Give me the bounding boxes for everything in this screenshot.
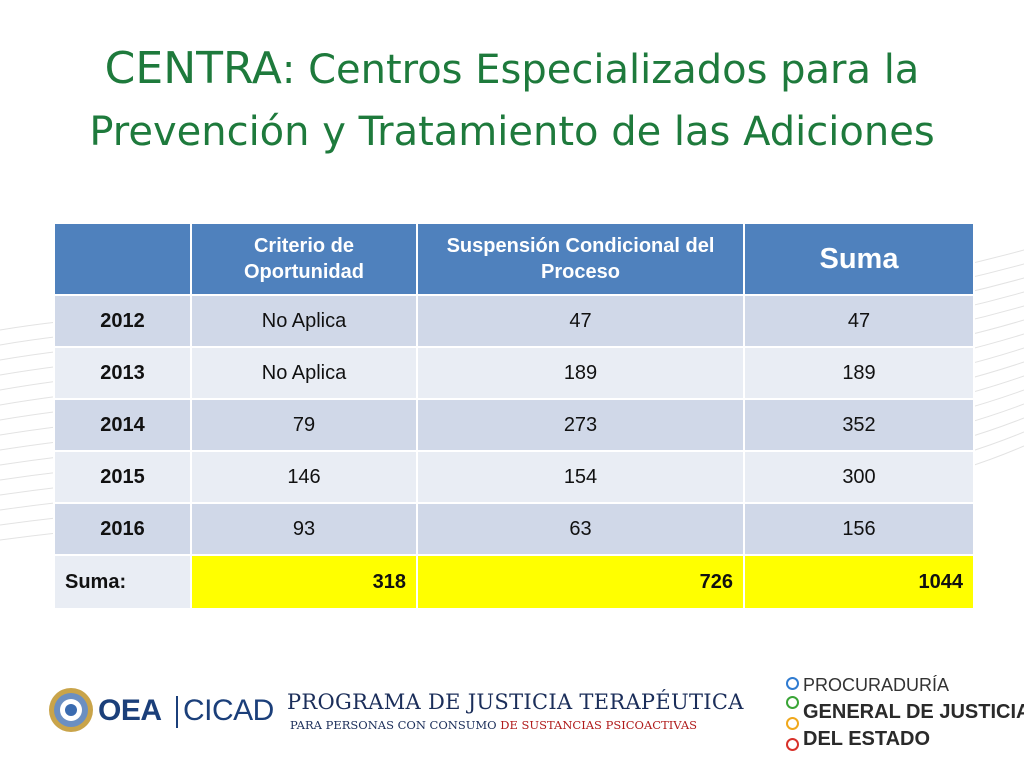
logo-dot-green-icon	[786, 696, 799, 709]
suma-cell: 300	[743, 450, 975, 504]
suma-cell: 156	[743, 502, 975, 556]
program-title: PROGRAMA DE JUSTICIA TERAPÉUTICA	[287, 690, 744, 714]
oea-logo-text: OEA	[98, 694, 162, 727]
suspension-cell: 47	[416, 294, 745, 348]
header-empty	[53, 222, 192, 296]
header-suma: Suma	[743, 222, 975, 296]
criterio-cell: No Aplica	[190, 346, 418, 400]
program-subtitle-part2: DE SUSTANCIAS PSICOACTIVAS	[500, 718, 697, 732]
table-header-row: Criterio de Oportunidad Suspensión Condi…	[53, 222, 975, 296]
header-criterio: Criterio de Oportunidad	[190, 222, 418, 296]
footer: OEA CICAD PROGRAMA DE JUSTICIA TERAPÉUTI…	[0, 660, 1024, 768]
total-criterio: 318	[190, 554, 418, 610]
suspension-cell: 273	[416, 398, 745, 452]
cicad-logo-text: CICAD	[183, 694, 274, 727]
logo-dot-blue-icon	[786, 677, 799, 690]
year-cell: 2014	[53, 398, 192, 452]
suspension-cell: 63	[416, 502, 745, 556]
cases-table: Criterio de Oportunidad Suspensión Condi…	[53, 222, 975, 610]
procuraduria-line2: GENERAL DE JUSTICIA	[803, 701, 1024, 723]
slide-title: CENTRA: Centros Especializados para la P…	[20, 38, 1004, 163]
total-suspension: 726	[416, 554, 745, 610]
criterio-cell: 146	[190, 450, 418, 504]
procuraduria-line3: DEL ESTADO	[803, 728, 931, 750]
table-row: 2016 93 63 156	[53, 502, 975, 556]
suspension-cell: 189	[416, 346, 745, 400]
year-cell: 2015	[53, 450, 192, 504]
year-cell: 2012	[53, 294, 192, 348]
total-label: Suma:	[53, 554, 192, 610]
year-cell: 2016	[53, 502, 192, 556]
criterio-cell: 79	[190, 398, 418, 452]
total-row: Suma: 318 726 1044	[53, 554, 975, 610]
suma-cell: 47	[743, 294, 975, 348]
program-subtitle-part1: PARA PERSONAS CON CONSUMO	[290, 718, 501, 732]
procuraduria-line1: PROCURADURÍA	[803, 675, 950, 695]
program-subtitle: PARA PERSONAS CON CONSUMO DE SUSTANCIAS …	[290, 718, 697, 732]
table-row: 2014 79 273 352	[53, 398, 975, 452]
table-row: 2013 No Aplica 189 189	[53, 346, 975, 400]
table-row: 2015 146 154 300	[53, 450, 975, 504]
criterio-cell: No Aplica	[190, 294, 418, 348]
title-rest: : Centros Especializados para la Prevenc…	[89, 47, 935, 155]
title-lead: CENTRA	[104, 43, 282, 94]
suspension-cell: 154	[416, 450, 745, 504]
year-cell: 2013	[53, 346, 192, 400]
suma-cell: 189	[743, 346, 975, 400]
criterio-cell: 93	[190, 502, 418, 556]
logo-divider	[176, 696, 178, 728]
suma-cell: 352	[743, 398, 975, 452]
logo-dot-red-icon	[786, 738, 799, 751]
logo-dot-orange-icon	[786, 717, 799, 730]
oas-seal-logo	[49, 688, 93, 732]
header-suspension: Suspensión Condicional del Proceso	[416, 222, 745, 296]
total-suma: 1044	[743, 554, 975, 610]
table-row: 2012 No Aplica 47 47	[53, 294, 975, 348]
